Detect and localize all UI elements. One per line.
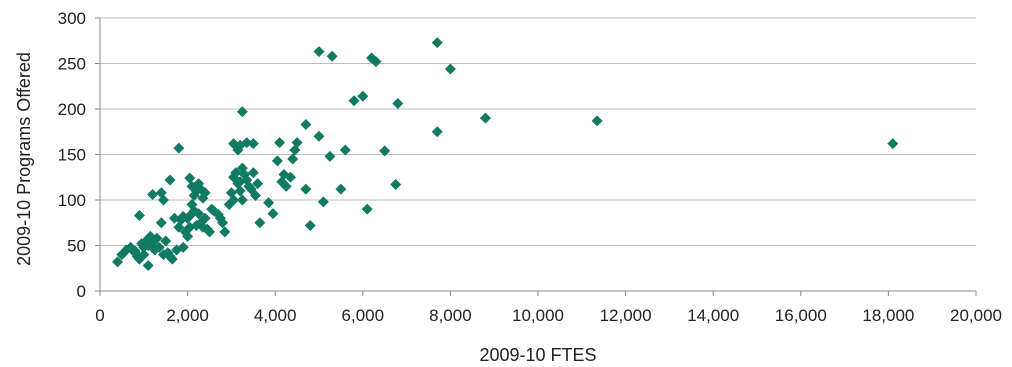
data-point <box>392 98 404 110</box>
data-point <box>285 171 297 183</box>
x-tick-label: 8,000 <box>429 306 472 325</box>
data-point <box>177 241 189 253</box>
data-point <box>287 153 299 165</box>
data-point <box>138 249 150 261</box>
data-point <box>317 196 329 208</box>
y-axis-title: 2009-10 Programs Offered <box>14 52 34 266</box>
data-point <box>252 178 264 190</box>
data-point <box>219 226 231 238</box>
data-point <box>431 37 443 49</box>
data-point <box>271 155 283 167</box>
data-point <box>129 247 141 259</box>
gridlines <box>100 17 976 246</box>
x-tick-label: 12,000 <box>600 306 652 325</box>
data-point <box>151 232 163 244</box>
data-point <box>228 194 240 206</box>
x-tick-label: 4,000 <box>254 306 297 325</box>
data-point <box>361 203 373 215</box>
x-axis-title: 2009-10 FTES <box>479 345 596 365</box>
data-point <box>335 183 347 195</box>
data-point <box>234 185 246 197</box>
data-point <box>160 235 172 247</box>
data-point <box>193 208 205 220</box>
data-point <box>267 208 279 220</box>
data-point <box>390 179 402 191</box>
data-point <box>887 138 899 150</box>
x-tick-label: 14,000 <box>687 306 739 325</box>
data-point <box>236 106 248 118</box>
data-point <box>300 118 312 130</box>
data-point <box>155 217 167 229</box>
data-point <box>241 137 253 149</box>
y-tick-label: 0 <box>77 282 86 301</box>
data-point <box>236 194 248 206</box>
data-point <box>444 63 456 75</box>
data-point <box>324 150 336 162</box>
data-point <box>348 95 360 107</box>
data-point <box>379 145 391 157</box>
data-point <box>158 194 170 206</box>
data-point <box>357 90 369 102</box>
x-tick-label: 20,000 <box>950 306 1002 325</box>
data-point <box>304 219 316 231</box>
data-point <box>254 217 266 229</box>
data-point <box>199 212 211 224</box>
data-point <box>370 56 382 68</box>
y-tick-label: 100 <box>58 191 86 210</box>
data-point <box>153 241 165 253</box>
y-tick-label: 150 <box>58 146 86 165</box>
data-point <box>291 137 303 149</box>
data-point <box>280 180 292 192</box>
data-point <box>247 167 259 179</box>
x-tick-label: 2,000 <box>166 306 209 325</box>
data-point <box>217 217 229 229</box>
data-point <box>274 137 286 149</box>
data-point <box>326 50 338 62</box>
data-point <box>313 130 325 142</box>
y-tick-labels: 0 50 100 150 200 250 300 <box>58 9 86 301</box>
data-point <box>249 189 261 201</box>
data-point <box>230 167 242 179</box>
axes <box>95 17 977 296</box>
data-point <box>479 112 491 124</box>
y-tick-label: 200 <box>58 100 86 119</box>
data-point <box>166 253 178 265</box>
data-point <box>199 187 211 199</box>
data-point <box>591 115 603 127</box>
data-point <box>263 197 275 209</box>
data-point <box>142 260 154 272</box>
y-tick-label: 250 <box>58 55 86 74</box>
x-tick-label: 0 <box>95 306 104 325</box>
data-point <box>182 230 194 242</box>
data-point <box>339 144 351 156</box>
data-point <box>184 221 196 233</box>
x-tick-label: 6,000 <box>342 306 385 325</box>
data-point <box>186 208 198 220</box>
y-tick-label: 50 <box>67 237 86 256</box>
y-tick-label: 300 <box>58 9 86 28</box>
data-point <box>313 46 325 58</box>
data-point <box>184 172 196 184</box>
data-point <box>204 226 215 238</box>
x-tick-label: 10,000 <box>512 306 564 325</box>
x-tick-labels: 0 2,000 4,000 6,000 8,000 10,000 12,000 14,000 1… <box>95 306 1002 325</box>
data-point <box>147 189 159 201</box>
data-point <box>133 209 145 221</box>
data-point <box>247 138 259 150</box>
data-point <box>431 126 443 138</box>
data-point <box>112 256 124 268</box>
x-tick-label: 16,000 <box>775 306 827 325</box>
data-point <box>300 183 312 195</box>
data-point <box>164 174 176 186</box>
data-points <box>112 37 899 272</box>
data-point <box>173 142 185 154</box>
x-tick-label: 18,000 <box>862 306 914 325</box>
